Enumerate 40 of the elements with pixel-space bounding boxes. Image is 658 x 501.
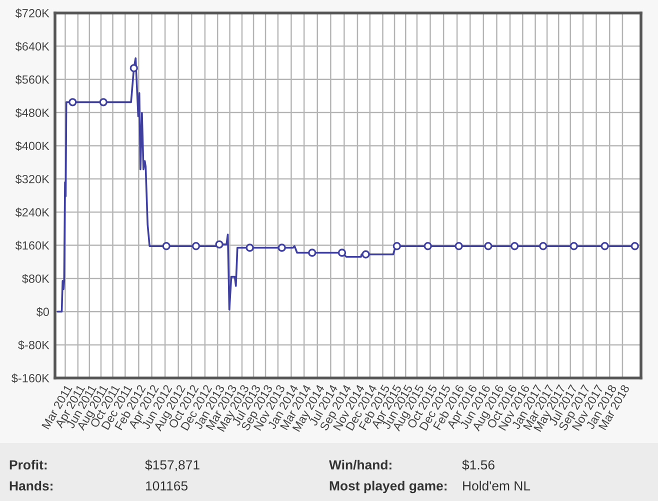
point xyxy=(570,242,578,250)
point xyxy=(162,242,170,250)
point xyxy=(246,244,254,252)
y-tick-label: $80K xyxy=(22,274,50,284)
y-tick-label: $400K xyxy=(15,141,50,151)
y-tick-label: $640K xyxy=(15,42,50,52)
point xyxy=(510,242,519,250)
y-tick-label: $0 xyxy=(36,307,49,317)
text: Win/hand: xyxy=(329,460,392,470)
point xyxy=(130,64,138,72)
point xyxy=(484,242,492,250)
y-tick-label: $160K xyxy=(15,240,50,250)
text: Hold'em NL xyxy=(463,480,530,491)
point xyxy=(68,98,77,106)
point xyxy=(392,242,402,250)
y-tick-label: $-160K xyxy=(12,374,50,384)
point xyxy=(308,248,316,257)
point xyxy=(99,98,108,106)
point xyxy=(424,242,432,250)
point xyxy=(454,242,463,250)
text: Profit: xyxy=(10,460,47,470)
point xyxy=(539,242,548,250)
text: Hands: xyxy=(10,480,52,491)
y-tick-label: $-80K xyxy=(18,340,50,350)
point xyxy=(338,248,346,257)
point xyxy=(600,242,609,250)
y-tick-label: $720K xyxy=(15,8,50,18)
text: Most played game: xyxy=(330,480,447,494)
y-tick-label: $320K xyxy=(15,174,50,184)
point xyxy=(362,250,370,258)
y-tick-label: $240K xyxy=(15,208,50,218)
y-tick-label: $480K xyxy=(15,108,50,118)
point xyxy=(630,242,639,250)
text: $1.56 xyxy=(462,460,494,470)
point xyxy=(215,240,224,249)
y-tick-label: $560K xyxy=(15,74,50,84)
point xyxy=(192,242,200,250)
point xyxy=(278,244,286,252)
text: 101165 xyxy=(146,481,188,491)
text: $157,871 xyxy=(145,460,200,472)
